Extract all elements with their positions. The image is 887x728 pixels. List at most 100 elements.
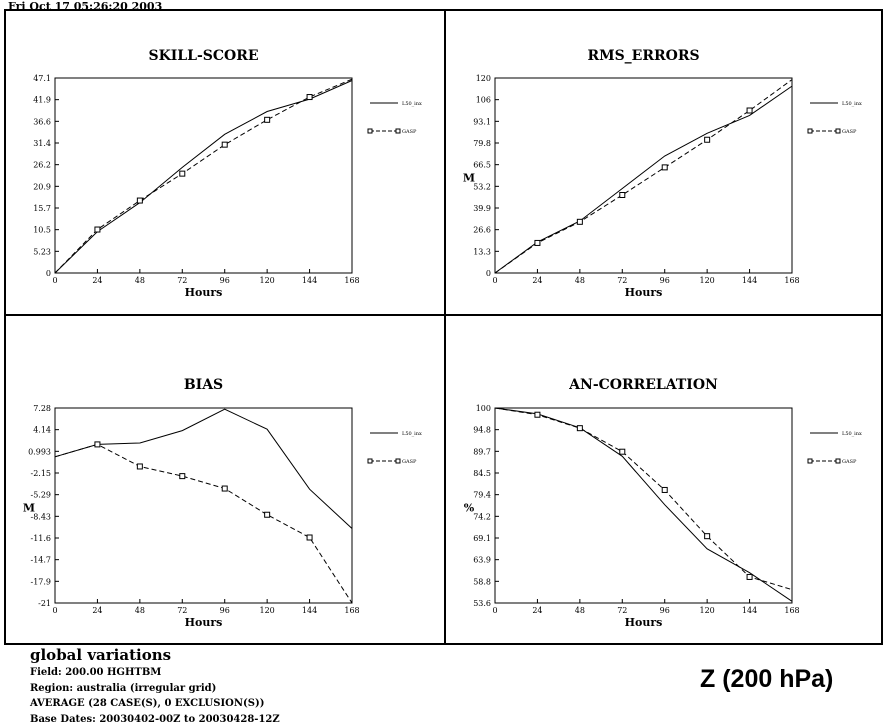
legend-marker (395, 458, 401, 464)
x-tick-label: 120 (260, 276, 275, 285)
y-tick-label: 0 (46, 269, 51, 278)
data-point-marker (746, 107, 753, 114)
x-tick-label: 144 (302, 276, 317, 285)
data-point-marker (179, 170, 186, 177)
y-tick-label: 0 (486, 269, 491, 278)
footer-field: Field: 200.00 HGHTBM (30, 667, 162, 678)
x-tick-label: 0 (492, 276, 497, 285)
x-tick-label: 96 (220, 276, 230, 285)
chart-title: BIAS (184, 377, 223, 393)
plot-area (54, 407, 353, 604)
y-tick-label: 5.23 (33, 247, 51, 256)
y-tick-label: 100 (476, 404, 491, 413)
x-tick-label: 48 (575, 276, 585, 285)
x-tick-label: 48 (575, 606, 585, 615)
y-tick-label: -21 (38, 599, 51, 608)
y-tick-label: 39.9 (473, 204, 491, 213)
y-tick-label: 10.5 (33, 226, 51, 235)
y-tick-label: 0.993 (28, 447, 51, 456)
data-point-marker (746, 573, 753, 580)
y-tick-label: -17.9 (30, 577, 51, 586)
y-tick-label: 84.5 (473, 469, 491, 478)
data-point-marker (179, 473, 186, 480)
chart-title: AN-CORRELATION (568, 377, 718, 393)
x-tick-label: 24 (532, 606, 542, 615)
y-tick-label: 53.6 (473, 599, 491, 608)
y-tick-label: 26.6 (473, 226, 491, 235)
x-tick-label: 120 (700, 276, 715, 285)
y-tick-label: 15.7 (33, 204, 51, 213)
data-point-marker (264, 511, 271, 518)
legend-label-dashed: GASP (402, 459, 417, 465)
legend-marker (395, 128, 401, 134)
x-tick-label: 96 (660, 606, 670, 615)
legend-label-dashed: GASP (842, 459, 857, 465)
x-tick-label: 48 (135, 606, 145, 615)
x-tick-label: 48 (135, 276, 145, 285)
y-tick-label: 20.9 (33, 182, 51, 191)
y-tick-label: 47.1 (33, 74, 51, 83)
data-point-marker (136, 197, 143, 204)
y-tick-label: 53.2 (473, 182, 491, 191)
series-line-L50_inx (54, 80, 353, 274)
series-line-L50_inx (494, 85, 793, 274)
legend-label-solid: L50_inx (402, 101, 422, 107)
y-tick-label: 31.4 (33, 139, 51, 148)
x-tick-label: 0 (492, 606, 497, 615)
x-tick-label: 72 (617, 606, 627, 615)
y-tick-label: 36.6 (33, 117, 51, 126)
x-tick-label: 72 (177, 606, 187, 615)
series-line-L50_inx (54, 408, 353, 529)
data-point-marker (306, 94, 313, 101)
chart-title: SKILL-SCORE (148, 48, 258, 64)
data-point-marker (136, 463, 143, 470)
y-tick-label: -14.7 (30, 556, 51, 565)
legend-marker (835, 458, 841, 464)
x-tick-label: 144 (742, 606, 757, 615)
y-tick-label: -8.43 (30, 512, 51, 521)
plot-area (54, 77, 353, 274)
x-axis-label: Hours (185, 616, 223, 629)
x-tick-label: 0 (52, 606, 57, 615)
y-tick-label: 41.9 (33, 96, 51, 105)
chart-title: RMS_ERRORS (587, 48, 699, 64)
y-tick-label: 94.8 (473, 426, 491, 435)
footer-average: AVERAGE (28 CASE(S), 0 EXCLUSION(S)) (30, 698, 265, 709)
legend-marker (807, 458, 813, 464)
data-point-marker (534, 239, 541, 246)
series-line-GASP (54, 78, 353, 274)
x-tick-label: 72 (617, 276, 627, 285)
y-tick-label: -5.29 (30, 491, 51, 500)
x-tick-label: 24 (532, 276, 542, 285)
data-point-marker (576, 218, 583, 225)
legend-marker (367, 128, 373, 134)
y-tick-label: 79.8 (473, 139, 491, 148)
series-line-GASP (54, 443, 353, 604)
x-tick-label: 144 (302, 606, 317, 615)
y-axis-label: M (463, 172, 475, 185)
legend-label-solid: L50_inx (842, 431, 862, 437)
data-point-marker (221, 141, 228, 148)
x-tick-label: 168 (344, 606, 359, 615)
legend-label-dashed: GASP (402, 129, 417, 135)
legend-marker (835, 128, 841, 134)
y-axis-label: % (464, 502, 475, 515)
plot-area (494, 407, 793, 604)
x-tick-label: 72 (177, 276, 187, 285)
x-tick-label: 24 (92, 606, 102, 615)
x-tick-label: 168 (344, 276, 359, 285)
data-point-marker (619, 192, 626, 198)
x-tick-label: 0 (52, 276, 57, 285)
legend-marker (367, 458, 373, 464)
legend-label-solid: L50_inx (402, 431, 422, 437)
data-point-marker (306, 534, 313, 541)
figure-frame (4, 9, 883, 645)
y-tick-label: 7.28 (33, 404, 51, 413)
x-axis-label: Hours (185, 286, 223, 299)
footer-region: Region: australia (irregular grid) (30, 683, 217, 694)
y-tick-label: 26.2 (33, 161, 51, 170)
data-point-marker (704, 136, 711, 143)
footer-base-dates: Base Dates: 20030402-00Z to 20030428-12Z (30, 714, 280, 725)
x-tick-label: 96 (220, 606, 230, 615)
y-tick-label: 66.5 (473, 161, 491, 170)
